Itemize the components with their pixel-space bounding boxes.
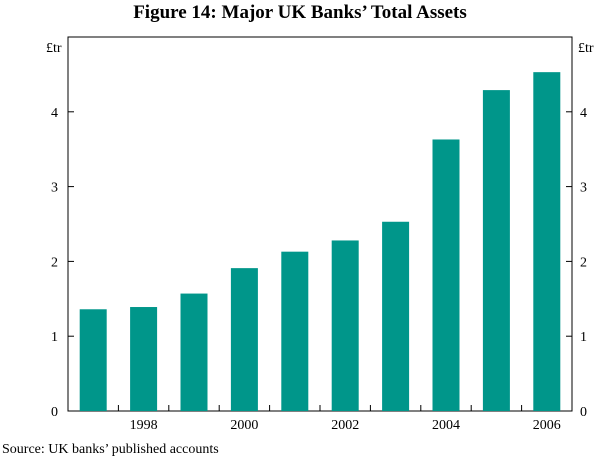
bar-1997	[79, 309, 107, 411]
y-tick-label-left-3: 3	[51, 181, 58, 196]
y-tick-label-left-2: 2	[51, 255, 58, 270]
y-tick-label-left-0: 0	[51, 405, 58, 420]
y-tick-label-right-3: 3	[580, 181, 587, 196]
y-axis-unit-left: £tr	[46, 41, 62, 56]
bar-2002	[331, 240, 359, 411]
y-tick-label-right-1: 1	[580, 330, 587, 345]
y-tick-label-left-1: 1	[51, 330, 58, 345]
source-note: Source: UK banks’ published accounts	[2, 442, 219, 457]
x-tick-label-2000: 2000	[230, 418, 258, 433]
x-tick-label-2006: 2006	[533, 418, 561, 433]
x-tick-label-2004: 2004	[432, 418, 460, 433]
bar-2001	[281, 251, 309, 411]
y-tick-label-right-4: 4	[580, 106, 587, 121]
chart-title: Figure 14: Major UK Banks’ Total Assets	[133, 2, 467, 23]
y-tick-label-right-0: 0	[580, 405, 587, 420]
bar-2005	[482, 90, 510, 411]
y-tick-label-left-4: 4	[51, 106, 58, 121]
x-tick-label-2002: 2002	[331, 418, 359, 433]
bar-2006	[533, 72, 561, 411]
y-tick-label-right-2: 2	[580, 255, 587, 270]
bar-2003	[382, 221, 410, 411]
bar-2000	[230, 268, 258, 411]
bar-2004	[432, 139, 460, 411]
x-tick-label-1998: 1998	[130, 418, 158, 433]
bar-1998	[130, 307, 158, 411]
bar-1999	[180, 293, 208, 411]
y-axis-unit-right: £tr	[578, 41, 594, 56]
